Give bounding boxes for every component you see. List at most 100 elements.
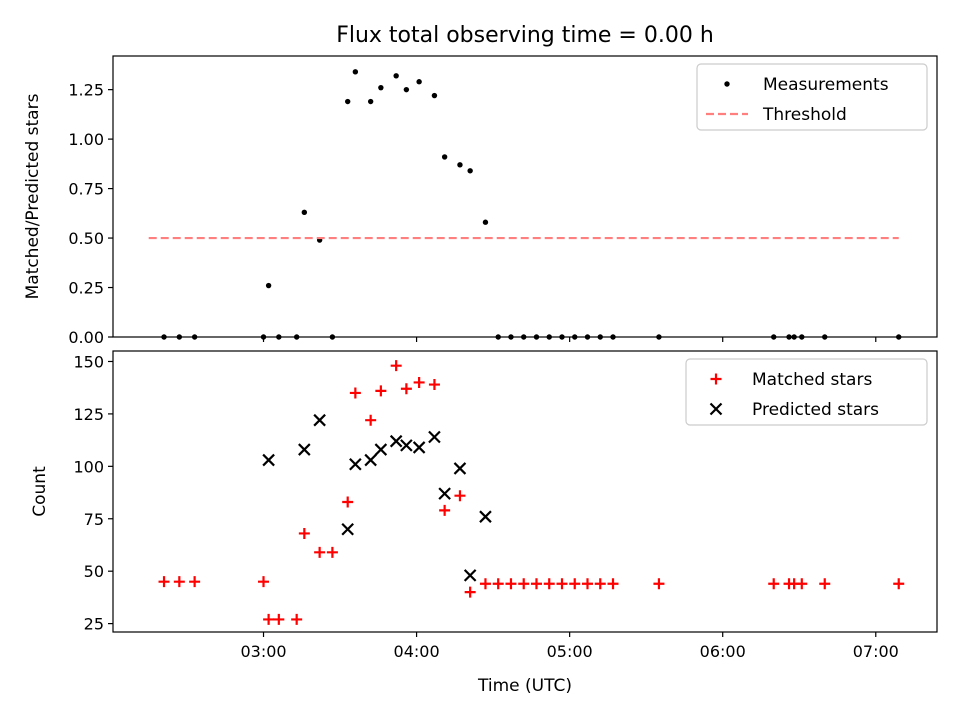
matched-stars-point	[400, 383, 412, 395]
legend: Measurements Threshold	[696, 63, 928, 131]
matched-stars-point	[413, 376, 425, 388]
y-tick-label: 50	[84, 562, 104, 581]
x-tick-label: 05:00	[547, 642, 593, 661]
measurements-point	[393, 73, 399, 79]
matched-stars-point	[594, 578, 606, 590]
matched-stars-legend-swatch	[710, 373, 722, 385]
predicted-stars-point	[374, 443, 388, 456]
y-axis-label: Matched/Predicted stars	[23, 93, 43, 299]
y-tick-label: 1.00	[68, 130, 104, 149]
predicted-stars-legend-label: Predicted stars	[752, 400, 879, 420]
y-tick-label: 1.25	[68, 81, 104, 100]
matched-stars-point	[492, 578, 504, 590]
matched-stars-point	[349, 387, 361, 399]
predicted-stars-point	[313, 413, 326, 427]
plot-area	[158, 360, 905, 625]
predicted-stars-point	[341, 522, 354, 536]
matched-stars-point	[819, 578, 831, 590]
matched-stars-point	[464, 586, 476, 598]
plot-frame	[112, 55, 938, 338]
matched-stars-point	[796, 578, 808, 590]
measurements-point	[457, 162, 463, 168]
matched-stars-point	[258, 576, 270, 588]
legend-box	[696, 63, 928, 131]
measurements-point	[416, 79, 422, 85]
measurements-point	[467, 168, 473, 174]
matched-stars-point	[390, 360, 402, 372]
predicted-stars-point	[298, 443, 311, 456]
matched-stars-point	[314, 546, 326, 558]
measurements-point	[403, 86, 410, 93]
matched-stars-point	[365, 414, 377, 426]
measurements-point	[431, 92, 438, 99]
measurements-point	[344, 98, 351, 105]
matched-stars-point	[454, 490, 466, 502]
plot-area	[148, 69, 902, 340]
matched-stars-point	[518, 578, 530, 590]
measurements-legend-label: Measurements	[763, 75, 889, 95]
matched-stars-point	[342, 496, 354, 508]
predicted-stars-legend-swatch	[709, 402, 723, 416]
x-axis-label: Time (UTC)	[477, 676, 572, 696]
y-tick-label: 0.00	[68, 328, 104, 347]
matched-stars-legend-label: Matched stars	[752, 370, 872, 390]
matched-stars-point	[582, 578, 594, 590]
y-tick-label: 75	[84, 510, 104, 529]
y-tick-label: 25	[84, 615, 104, 634]
matched-stars-point	[543, 578, 555, 590]
measurements-point	[301, 209, 308, 216]
matched-stars-point	[530, 578, 542, 590]
y-tick-label: 100	[73, 457, 104, 476]
x-tick-label: 03:00	[240, 642, 286, 661]
chart-title: Flux total observing time = 0.00 h	[336, 23, 714, 48]
measurements-point	[352, 69, 359, 75]
measurements-point	[265, 282, 272, 289]
predicted-stars-point	[479, 510, 492, 523]
matched-stars-point	[505, 578, 517, 590]
matched-stars-point	[298, 527, 310, 539]
measurements-point	[441, 154, 448, 160]
x-tick-label: 04:00	[394, 642, 440, 661]
predicted-stars-point	[389, 434, 403, 448]
y-tick-label: 0.50	[68, 229, 104, 248]
matched-stars-point	[263, 613, 275, 625]
predicted-stars-point	[349, 457, 362, 471]
predicted-stars-point	[453, 462, 467, 475]
plot-frame	[112, 350, 938, 633]
predicted-stars-point	[428, 430, 441, 444]
measurements-point	[482, 219, 489, 225]
matched-stars-point	[158, 576, 170, 588]
matched-stars-point	[428, 379, 440, 391]
x-tick-label: 06:00	[700, 642, 746, 661]
matched-stars-point	[556, 578, 568, 590]
predicted-stars-point	[412, 441, 426, 454]
measurements-legend-swatch	[724, 81, 730, 87]
matched-stars-point	[768, 578, 780, 590]
top-panel: 0.00 0.25 0.50 0.75 1.00 1.25 Matched/Predicte…	[23, 55, 938, 347]
predicted-stars-point	[463, 569, 477, 582]
matched-stars-point	[893, 578, 905, 590]
matched-stars-point	[653, 578, 665, 590]
matched-stars-point	[291, 613, 303, 625]
legend-box	[685, 358, 928, 426]
predicted-stars-point	[364, 453, 377, 467]
matched-stars-point	[439, 504, 451, 516]
measurements-point	[367, 98, 374, 105]
legend: Matched stars Predicted stars	[685, 358, 928, 426]
matched-stars-point	[375, 385, 387, 397]
y-tick-label: 0.75	[68, 180, 104, 199]
matched-stars-point	[273, 613, 285, 625]
y-tick-label: 150	[73, 352, 104, 371]
y-axis-label: Count	[30, 466, 50, 517]
predicted-stars-point	[400, 439, 413, 452]
predicted-stars-point	[438, 487, 451, 500]
matched-stars-point	[479, 578, 491, 590]
matched-stars-point	[607, 578, 619, 590]
matched-stars-point	[189, 576, 201, 588]
matched-stars-point	[173, 576, 185, 588]
y-tick-label: 0.25	[68, 279, 104, 298]
y-tick-label: 125	[73, 405, 104, 424]
x-tick-label: 07:00	[853, 642, 899, 661]
bottom-panel: 25 50 75 100 125 150 03:00 04:00 05:00 06:00 07:00…	[30, 350, 938, 696]
